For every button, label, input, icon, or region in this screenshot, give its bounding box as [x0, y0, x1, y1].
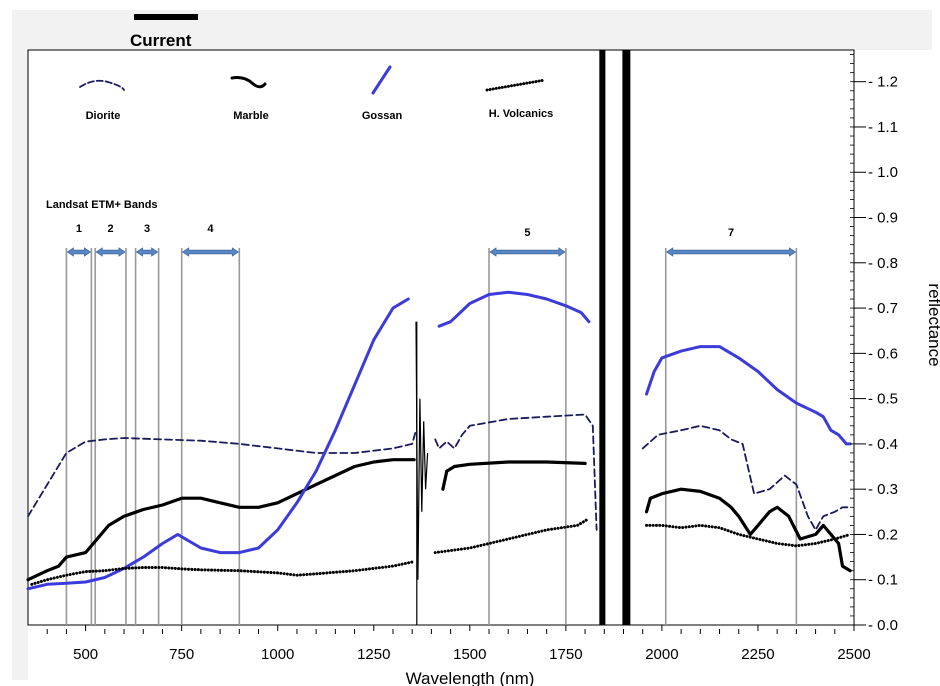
legend-swatch-h-volcanics: [485, 78, 547, 92]
band-7-label: 7: [728, 227, 734, 239]
gossan-line-1: [26, 297, 410, 591]
band-1-arrow: [66, 247, 92, 257]
landsat-bands: 1 2 3 4 5 7: [65, 223, 798, 625]
x-tick-label: 2500: [837, 646, 870, 663]
y-axis: - 0.0 - 0.1 - 0.2 - 0.3 - 0.4 - 0.5 - 0.6 - 0.7…: [850, 54, 898, 634]
band-1-label: 1: [76, 223, 82, 235]
x-tick-label: 2000: [645, 646, 678, 663]
plot-frame: [27, 49, 855, 626]
legend-label-marble: Marble: [233, 110, 268, 122]
x-tick-label: 1500: [453, 646, 486, 663]
legend-label-diorite: Diorite: [86, 110, 121, 122]
diorite-line-2: [434, 413, 598, 531]
band-7-arrow: [666, 247, 797, 257]
y-tick-label: - 1.2: [868, 74, 898, 91]
legend-swatch-diorite: [79, 79, 125, 91]
y-tick-label: - 0.2: [868, 526, 898, 543]
y-tick-label: - 0.1: [868, 572, 898, 589]
y-tick-label: - 0.4: [868, 436, 898, 453]
y-tick-label: - 0.0: [868, 617, 898, 634]
x-tick-label: 1000: [261, 646, 294, 663]
band-3-arrow: [135, 247, 159, 257]
series-group: [26, 290, 852, 591]
noise-spike-1350: [415, 321, 429, 580]
gossan-line-2: [437, 290, 591, 328]
h-volcanics-line-3: [645, 523, 852, 548]
gossan-line-3: [645, 345, 852, 446]
legend-label-h-volcanics: H. Volcanics: [489, 108, 554, 120]
marble-line-2: [441, 460, 587, 491]
marble-line-1: [26, 458, 416, 582]
band-4-label: 4: [207, 223, 214, 235]
h-volcanics-line-1: [30, 560, 416, 586]
y-tick-label: - 0.9: [868, 210, 898, 227]
legend-swatch-gossan: [371, 65, 392, 95]
x-tick-label: 2250: [741, 646, 774, 663]
y-tick-label: - 0.7: [868, 300, 898, 317]
chart-title: Current: [130, 31, 192, 50]
band-title: Landsat ETM+ Bands: [46, 199, 158, 211]
band-2-arrow: [95, 247, 126, 257]
y-axis-title: reflectance: [925, 283, 940, 366]
x-axis-title: Wavelength (nm): [406, 669, 535, 686]
band-3-label: 3: [144, 223, 150, 235]
x-tick-label: 1250: [357, 646, 390, 663]
legend-swatch-marble: [230, 76, 267, 89]
x-tick-label: 500: [73, 646, 98, 663]
legend-label-gossan: Gossan: [362, 110, 403, 122]
band-5-label: 5: [524, 227, 530, 239]
y-tick-label: - 0.6: [868, 345, 898, 362]
x-tick-label: 1750: [549, 646, 582, 663]
water-absorption-noise: [415, 50, 631, 625]
band-4-arrow: [181, 247, 240, 257]
y-tick-label: - 0.3: [868, 481, 898, 498]
y-tick-label: - 1.1: [868, 119, 898, 136]
band-2-label: 2: [108, 223, 114, 235]
legend: Diorite Marble Gossan H. Volcanics: [79, 65, 554, 122]
x-axis: 500 750 1000 1250 1500 1750 2000 2250 2500: [46, 625, 871, 663]
diorite-line-3: [641, 424, 852, 531]
y-tick-label: - 0.5: [868, 391, 898, 408]
band-5-arrow: [489, 247, 566, 257]
diorite-line-1: [27, 429, 417, 518]
y-tick-label: - 0.8: [868, 255, 898, 272]
marble-line-3: [644, 487, 852, 573]
x-tick-label: 750: [169, 646, 194, 663]
h-volcanics-line-2: [433, 517, 591, 555]
y-tick-label: - 1.0: [868, 164, 898, 181]
